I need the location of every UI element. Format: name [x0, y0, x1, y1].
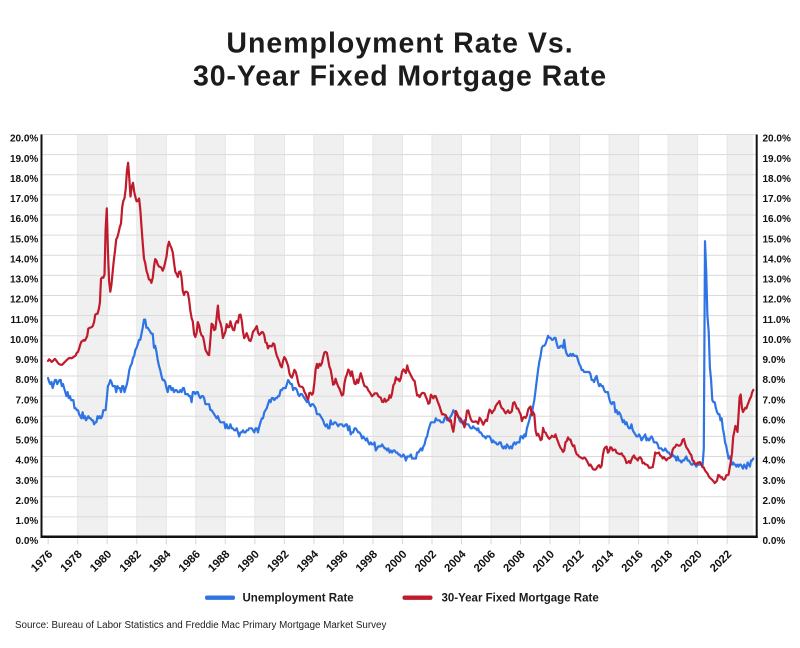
svg-text:4.0%: 4.0% [763, 456, 786, 467]
svg-text:20.0%: 20.0% [10, 134, 38, 145]
svg-text:4.0%: 4.0% [16, 456, 39, 467]
svg-text:0.0%: 0.0% [763, 536, 786, 547]
svg-text:1.0%: 1.0% [763, 516, 786, 527]
svg-text:18.0%: 18.0% [10, 174, 38, 185]
svg-text:30-Year Fixed Mortgage Rate: 30-Year Fixed Mortgage Rate [442, 593, 599, 605]
svg-text:11.0%: 11.0% [10, 315, 38, 326]
svg-text:2.0%: 2.0% [763, 496, 786, 507]
svg-text:10.0%: 10.0% [10, 335, 38, 346]
svg-text:14.0%: 14.0% [763, 254, 791, 265]
svg-text:Unemployment Rate: Unemployment Rate [243, 593, 354, 605]
svg-text:2.0%: 2.0% [16, 496, 39, 507]
svg-text:15.0%: 15.0% [763, 234, 791, 245]
svg-text:3.0%: 3.0% [763, 476, 786, 487]
svg-text:19.0%: 19.0% [763, 154, 791, 165]
svg-text:10.0%: 10.0% [763, 335, 791, 346]
svg-text:19.0%: 19.0% [10, 154, 38, 165]
svg-text:3.0%: 3.0% [16, 476, 39, 487]
svg-text:16.0%: 16.0% [10, 214, 38, 225]
svg-text:Source: Bureau of Labor Statis: Source: Bureau of Labor Statistics and F… [15, 620, 386, 631]
svg-text:0.0%: 0.0% [16, 536, 39, 547]
svg-text:9.0%: 9.0% [16, 355, 39, 366]
svg-text:16.0%: 16.0% [763, 214, 791, 225]
svg-text:1.0%: 1.0% [16, 516, 39, 527]
svg-text:15.0%: 15.0% [10, 234, 38, 245]
svg-text:8.0%: 8.0% [763, 375, 786, 386]
svg-text:14.0%: 14.0% [10, 254, 38, 265]
svg-text:20.0%: 20.0% [763, 134, 791, 145]
svg-text:11.0%: 11.0% [763, 315, 791, 326]
svg-text:7.0%: 7.0% [763, 395, 786, 406]
svg-text:13.0%: 13.0% [10, 275, 38, 286]
svg-text:6.0%: 6.0% [763, 415, 786, 426]
svg-text:13.0%: 13.0% [763, 275, 791, 286]
svg-text:9.0%: 9.0% [763, 355, 786, 366]
svg-text:7.0%: 7.0% [16, 395, 39, 406]
svg-text:18.0%: 18.0% [763, 174, 791, 185]
svg-text:Unemployment Rate Vs.: Unemployment Rate Vs. [226, 28, 573, 60]
svg-text:5.0%: 5.0% [763, 436, 786, 447]
svg-text:17.0%: 17.0% [10, 194, 38, 205]
svg-text:12.0%: 12.0% [10, 295, 38, 306]
svg-text:5.0%: 5.0% [16, 436, 39, 447]
svg-text:6.0%: 6.0% [16, 415, 39, 426]
svg-text:8.0%: 8.0% [16, 375, 39, 386]
svg-text:12.0%: 12.0% [763, 295, 791, 306]
svg-text:30-Year Fixed Mortgage Rate: 30-Year Fixed Mortgage Rate [193, 61, 607, 93]
svg-text:17.0%: 17.0% [763, 194, 791, 205]
